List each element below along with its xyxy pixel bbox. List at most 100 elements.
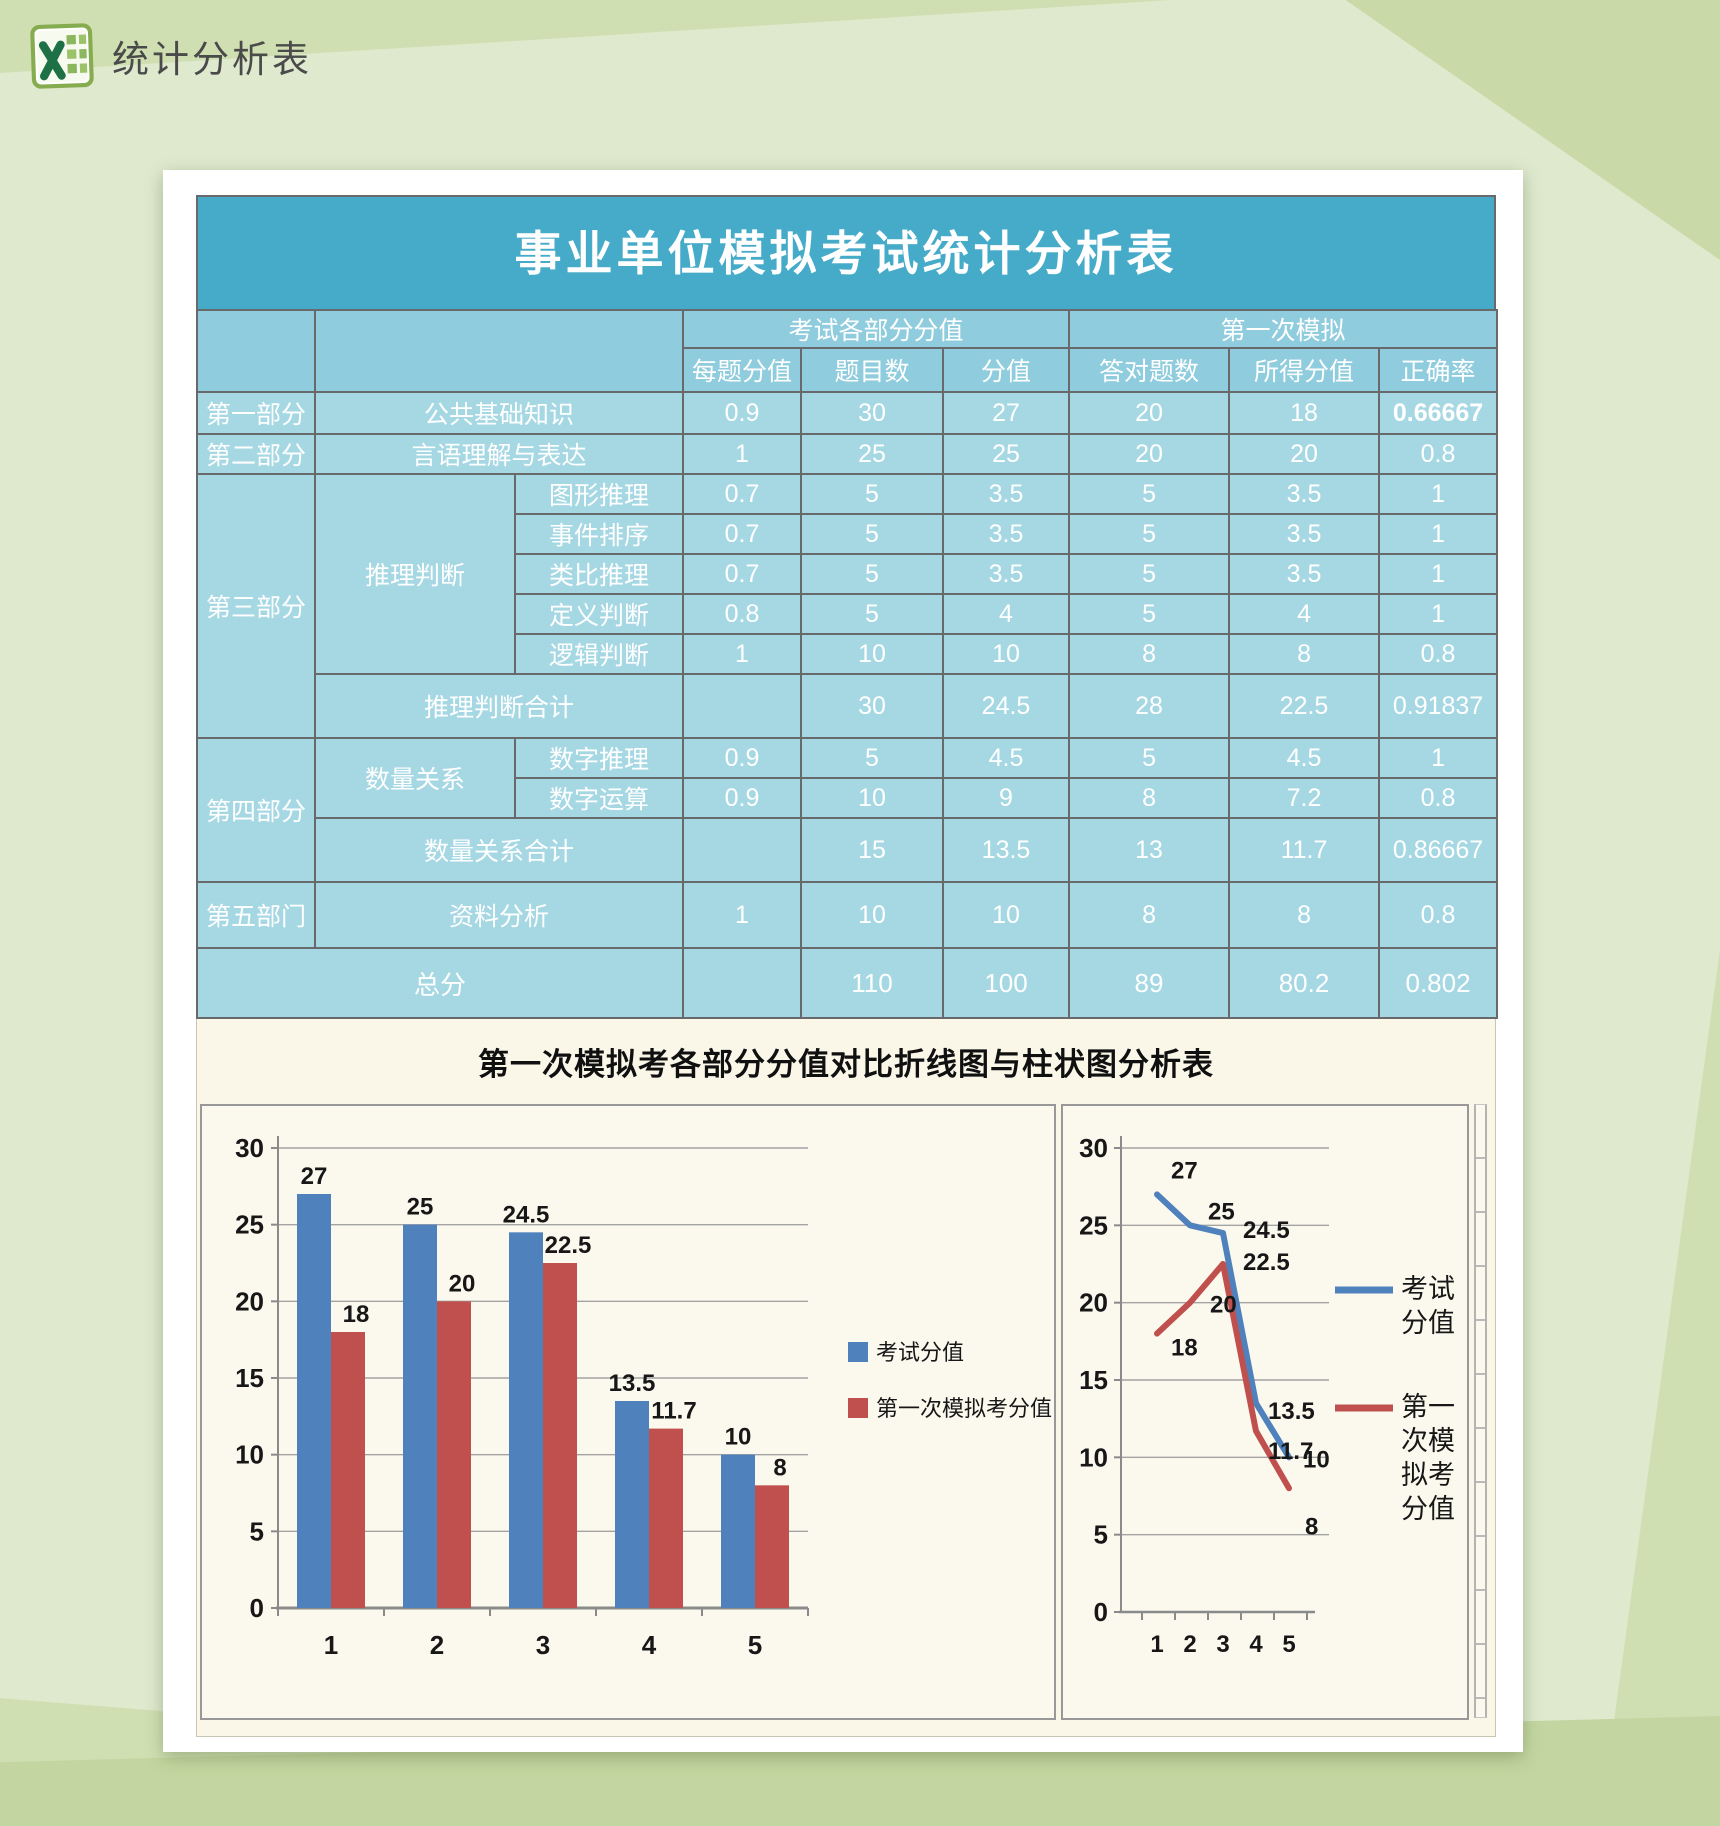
value-cell: 80.2 (1228, 947, 1381, 1019)
value-cell: 3.5 (941, 553, 1071, 595)
value-cell: 30 (800, 673, 944, 739)
svg-text:分值: 分值 (1401, 1494, 1455, 1524)
svg-text:25: 25 (1079, 1210, 1108, 1240)
value-cell: 8 (1228, 633, 1381, 675)
value-cell: 0.7 (682, 513, 802, 555)
svg-text:8: 8 (1305, 1513, 1318, 1540)
item-cell: 定义判断 (514, 593, 684, 635)
svg-text:5: 5 (748, 1630, 762, 1660)
value-cell: 4 (1228, 593, 1381, 635)
svg-text:11.7: 11.7 (1268, 1438, 1313, 1465)
table-row: 第五部门 资料分析 1 10 10 8 8 0.8 (196, 881, 1499, 949)
value-cell: 20 (1068, 391, 1231, 435)
value-cell: 10 (941, 633, 1071, 675)
svg-text:15: 15 (235, 1363, 264, 1393)
value-cell: 4 (941, 593, 1071, 635)
value-cell: 10 (941, 881, 1071, 949)
name-cell: 公共基础知识 (314, 391, 684, 435)
value-cell: 1 (1378, 553, 1499, 595)
value-cell: 100 (941, 947, 1071, 1019)
svg-text:20: 20 (235, 1286, 264, 1316)
value-cell: 5 (800, 553, 944, 595)
value-cell: 10 (800, 633, 944, 675)
table-row: 类比推理 0.7 5 3.5 5 3.5 1 (197, 553, 1499, 595)
part-cell: 第三部分 (196, 473, 316, 739)
svg-text:1: 1 (324, 1630, 338, 1660)
svg-text:拟考: 拟考 (1401, 1460, 1455, 1490)
svg-text:24.5: 24.5 (1243, 1217, 1290, 1244)
svg-text:第一次模拟考分值: 第一次模拟考分值 (876, 1396, 1052, 1421)
col-header: 题目数 (800, 347, 944, 393)
value-cell: 25 (941, 433, 1071, 475)
value-cell: 1 (1378, 473, 1499, 515)
page-header: 统计分析表 (28, 22, 312, 90)
value-cell: 1 (682, 881, 802, 949)
value-cell: 20 (1228, 433, 1381, 475)
svg-text:30: 30 (1079, 1133, 1108, 1163)
value-cell: 24.5 (941, 673, 1071, 739)
value-cell: 0.8 (682, 593, 802, 635)
svg-text:13.5: 13.5 (609, 1370, 656, 1397)
svg-text:10: 10 (1303, 1446, 1330, 1473)
svg-text:22.5: 22.5 (545, 1232, 592, 1259)
group-cell: 推理判断 (314, 473, 516, 675)
subtotal-label: 推理判断合计 (314, 673, 684, 739)
value-cell: 0.802 (1378, 947, 1499, 1019)
total-row: 总分 110 100 89 80.2 0.802 (196, 947, 1499, 1019)
svg-text:25: 25 (407, 1194, 434, 1221)
svg-text:2: 2 (1183, 1631, 1196, 1658)
part-cell: 第五部门 (196, 881, 316, 949)
svg-text:18: 18 (1171, 1335, 1198, 1362)
table-title: 事业单位模拟考试统计分析表 (196, 195, 1496, 309)
grid-ruler-strip (1474, 1104, 1487, 1718)
rate-alert-cell: 0.66667 (1378, 391, 1499, 435)
svg-text:0: 0 (250, 1593, 264, 1623)
value-cell (682, 673, 802, 739)
table-row: 第三部分 推理判断 图形推理 0.7 5 3.5 5 3.5 1 (196, 473, 1499, 739)
value-cell: 5 (1068, 473, 1231, 515)
content-area: 事业单位模拟考试统计分析表 考试各部分分值 第一次模拟 每题分值 题目数 分值 … (196, 195, 1499, 1737)
group-cell: 数量关系 (314, 737, 516, 819)
svg-text:考试: 考试 (1401, 1274, 1455, 1304)
svg-text:2: 2 (430, 1630, 444, 1660)
svg-text:30: 30 (235, 1133, 264, 1163)
svg-text:20: 20 (449, 1270, 476, 1297)
table-row: 事件排序 0.7 5 3.5 5 3.5 1 (197, 513, 1499, 555)
chart-section: 第一次模拟考各部分分值对比折线图与柱状图分析表 0 5 10 15 20 25 30 1 2 3 4… (196, 1019, 1496, 1737)
svg-text:20: 20 (1079, 1288, 1108, 1318)
value-cell: 4.5 (1228, 737, 1381, 779)
svg-text:10: 10 (725, 1424, 752, 1451)
value-cell: 10 (800, 881, 944, 949)
value-cell (682, 947, 802, 1019)
value-cell: 5 (800, 513, 944, 555)
col-header: 分值 (941, 347, 1071, 393)
table-row: 第一部分 公共基础知识 0.9 30 27 20 18 0.66667 (196, 391, 1499, 435)
svg-text:4: 4 (642, 1630, 657, 1660)
svg-text:13.5: 13.5 (1268, 1398, 1315, 1425)
value-cell: 7.2 (1228, 777, 1381, 819)
svg-text:5: 5 (1282, 1631, 1295, 1658)
value-cell: 0.8 (1378, 777, 1499, 819)
value-cell (682, 817, 802, 883)
bar-chart: 0 5 10 15 20 25 30 1 2 3 4 5 27 25 24.5 13.5 10 18 20 22.5 1… (235, 1133, 1052, 1660)
value-cell: 5 (800, 473, 944, 515)
value-cell: 110 (800, 947, 944, 1019)
value-cell: 27 (941, 391, 1071, 435)
subtotal-row: 推理判断合计 30 24.5 28 22.5 0.91837 (197, 673, 1499, 739)
item-cell: 逻辑判断 (514, 633, 684, 675)
table-row: 逻辑判断 1 10 10 8 8 0.8 (197, 633, 1499, 675)
table-row: 第四部分 数量关系 数字推理 0.9 5 4.5 5 4.5 1 (196, 737, 1499, 883)
value-cell: 0.7 (682, 553, 802, 595)
value-cell: 18 (1228, 391, 1381, 435)
subtotal-row: 数量关系合计 15 13.5 13 11.7 0.86667 (197, 817, 1499, 883)
svg-text:10: 10 (235, 1440, 264, 1470)
item-cell: 数字运算 (514, 777, 684, 819)
stats-table: 考试各部分分值 第一次模拟 每题分值 题目数 分值 答对题数 所得分值 正确率 … (196, 309, 1499, 1019)
svg-text:27: 27 (1171, 1157, 1198, 1184)
part-cell: 第一部分 (196, 391, 316, 435)
value-cell: 13 (1068, 817, 1231, 883)
svg-text:考试分值: 考试分值 (876, 1340, 964, 1365)
header-group-row: 考试各部分分值 第一次模拟 (196, 309, 1499, 393)
svg-text:3: 3 (536, 1630, 550, 1660)
